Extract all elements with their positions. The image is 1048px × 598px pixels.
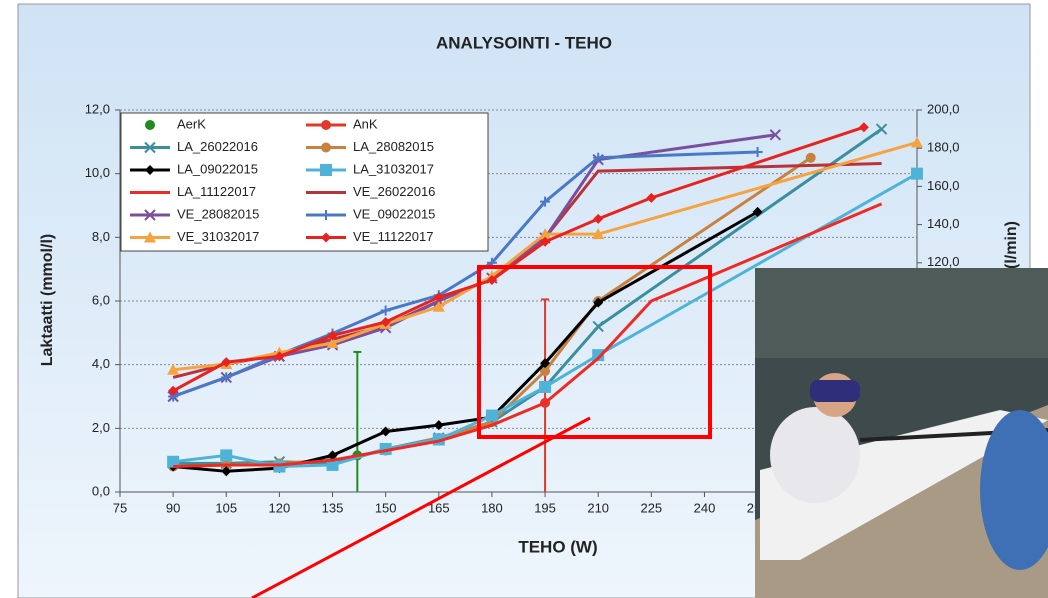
legend-label: LA_28082015 — [353, 139, 434, 154]
legend-label: VE_26022016 — [353, 184, 435, 199]
x-tick-label: 210 — [587, 500, 609, 515]
chart: ANALYSOINTI - TEHO TEHO (W) Laktaatti (m… — [0, 0, 1048, 598]
legend-label: LA_11122017 — [177, 184, 256, 199]
y-tick-label: 2,0 — [92, 420, 110, 435]
legend-label: VE_31032017 — [177, 229, 259, 244]
photo-mask — [810, 380, 860, 402]
x-axis-label: TEHO (W) — [518, 537, 597, 556]
x-tick-label: 75 — [113, 500, 127, 515]
legend-label: LA_09022015 — [177, 161, 258, 176]
x-tick-label: 180 — [481, 500, 503, 515]
x-tick-label: 195 — [534, 500, 556, 515]
legend: AerK AnK LA_26022016 LA_28082015 LA_09022015… — [121, 113, 488, 251]
legend-label: AerK — [177, 116, 206, 131]
y-tick-label: 4,0 — [92, 356, 110, 371]
legend-label: VE_28082015 — [177, 206, 259, 221]
x-tick-label: 240 — [694, 500, 716, 515]
x-tick-label: 225 — [640, 500, 662, 515]
y-tick-label: 0,0 — [92, 483, 110, 498]
legend-label: VE_09022015 — [353, 206, 435, 221]
x-tick-label: 120 — [269, 500, 291, 515]
marker — [539, 381, 551, 393]
y2-tick-label: 160,0 — [927, 178, 960, 193]
legend-label: LA_31032017 — [353, 161, 434, 176]
photo — [755, 268, 1048, 598]
x-tick-label: 150 — [375, 500, 397, 515]
y2-tick-label: 120,0 — [927, 254, 960, 269]
y2-tick-label: 200,0 — [927, 101, 960, 116]
y-tick-label: 8,0 — [92, 229, 110, 244]
marker — [806, 153, 816, 163]
marker — [486, 410, 498, 422]
x-tick-label: 105 — [215, 500, 237, 515]
photo-water-light — [755, 268, 1048, 358]
y2-tick-label: 140,0 — [927, 216, 960, 231]
marker — [321, 143, 331, 153]
y-tick-label: 10,0 — [85, 165, 110, 180]
marker — [320, 164, 332, 176]
y-tick-label: 12,0 — [85, 101, 110, 116]
marker — [273, 461, 285, 473]
x-tick-label: 90 — [166, 500, 180, 515]
legend-label: VE_11122017 — [353, 229, 433, 244]
x-tick-label: 135 — [322, 500, 344, 515]
chart-title: ANALYSOINTI - TEHO — [436, 33, 612, 52]
marker — [220, 449, 232, 461]
marker — [321, 120, 331, 130]
legend-label: LA_26022016 — [177, 139, 258, 154]
y-tick-label: 6,0 — [92, 292, 110, 307]
marker — [145, 120, 155, 130]
photo-athlete — [770, 407, 860, 503]
y-axis-label: Laktaatti (mmol/l) — [39, 234, 56, 366]
legend-label: AnK — [353, 116, 378, 131]
y2-axis-label: (l/min) — [1003, 221, 1020, 269]
page: ANALYSOINTI - TEHO TEHO (W) Laktaatti (m… — [0, 0, 1048, 598]
marker — [911, 168, 923, 180]
y2-tick-label: 180,0 — [927, 140, 960, 155]
